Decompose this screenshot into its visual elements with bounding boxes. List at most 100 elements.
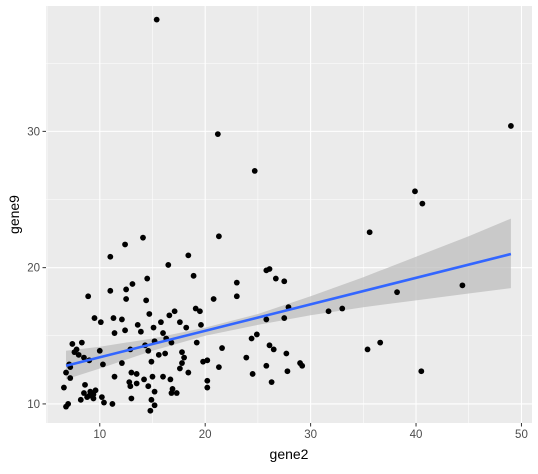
data-point [165, 262, 172, 268]
data-point [128, 369, 135, 376]
y-axis-title: gene9 [6, 195, 22, 234]
data-point [166, 312, 173, 319]
data-point [284, 368, 291, 375]
data-point [111, 373, 118, 380]
data-point [167, 376, 174, 383]
data-point [249, 371, 256, 377]
data-point [134, 321, 141, 328]
data-point [162, 350, 169, 357]
data-point [151, 388, 158, 395]
data-point [85, 293, 92, 300]
data-point [168, 339, 175, 346]
data-point [215, 233, 222, 240]
data-point [160, 373, 166, 380]
data-point [248, 335, 255, 342]
data-point [204, 377, 211, 384]
data-point [179, 349, 185, 356]
data-point [171, 308, 178, 315]
data-point [98, 394, 105, 401]
data-point [122, 241, 128, 248]
data-point [61, 384, 67, 391]
data-point [75, 351, 82, 358]
data-point [508, 123, 514, 129]
x-tick-label: 30 [304, 429, 317, 441]
data-point [145, 383, 152, 390]
data-point [176, 319, 183, 326]
data-point [233, 293, 240, 300]
data-point [129, 281, 136, 287]
data-point [173, 390, 180, 396]
data-point [96, 347, 103, 354]
data-point [183, 324, 190, 331]
data-point [459, 282, 466, 289]
data-point [133, 380, 140, 387]
data-point [63, 369, 69, 376]
data-point [77, 396, 84, 403]
data-point [419, 200, 426, 207]
data-point [210, 296, 217, 302]
data-point [90, 395, 97, 402]
y-tick-label: 10 [27, 399, 40, 411]
data-point [266, 342, 273, 349]
x-axis-title: gene2 [270, 446, 309, 462]
data-point [128, 395, 135, 402]
data-point [151, 402, 158, 409]
data-point [63, 403, 69, 410]
data-point [100, 361, 106, 368]
data-point [97, 319, 104, 326]
data-point [281, 315, 288, 321]
data-point [140, 234, 146, 241]
data-point [81, 354, 87, 361]
data-point [143, 297, 150, 304]
data-point [111, 330, 118, 336]
data-point [158, 319, 164, 326]
data-point [214, 131, 221, 137]
data-point [123, 286, 130, 293]
data-point [251, 167, 258, 174]
data-point [418, 368, 425, 375]
data-point [263, 316, 270, 323]
data-point [137, 328, 144, 335]
x-axis-ticks: 10 20 30 40 50 [93, 423, 528, 441]
data-point [69, 341, 76, 347]
regression-line [65, 252, 512, 368]
data-point [263, 267, 270, 274]
data-point [145, 347, 152, 354]
data-point [82, 381, 88, 388]
confidence-band [66, 218, 511, 380]
data-point [185, 369, 192, 376]
data-point [197, 308, 203, 315]
data-point [150, 324, 157, 331]
data-point [127, 383, 134, 390]
data-point [168, 390, 175, 396]
x-tick-label: 40 [410, 429, 423, 441]
y-tick-label: 20 [27, 263, 40, 275]
data-point [78, 339, 85, 346]
major-gridlines [46, 6, 532, 423]
data-point [190, 272, 197, 279]
x-tick-label: 50 [515, 429, 528, 441]
data-point [263, 362, 270, 369]
data-point [119, 360, 125, 366]
data-point [204, 384, 211, 391]
data-point [366, 229, 373, 236]
data-point [179, 360, 185, 366]
data-point [149, 373, 156, 380]
data-point [204, 357, 211, 364]
data-point [160, 330, 166, 336]
data-point [233, 279, 240, 286]
data-point [141, 376, 147, 383]
data-point [219, 345, 225, 351]
data-point [148, 396, 155, 403]
x-tick-label: 10 [93, 429, 106, 441]
data-point [148, 358, 155, 365]
data-point [253, 331, 260, 338]
data-point [81, 390, 87, 396]
data-point [107, 287, 114, 294]
data-point [123, 296, 130, 302]
data-point [215, 364, 222, 371]
data-point [133, 371, 140, 377]
x-tick-label: 20 [199, 429, 212, 441]
